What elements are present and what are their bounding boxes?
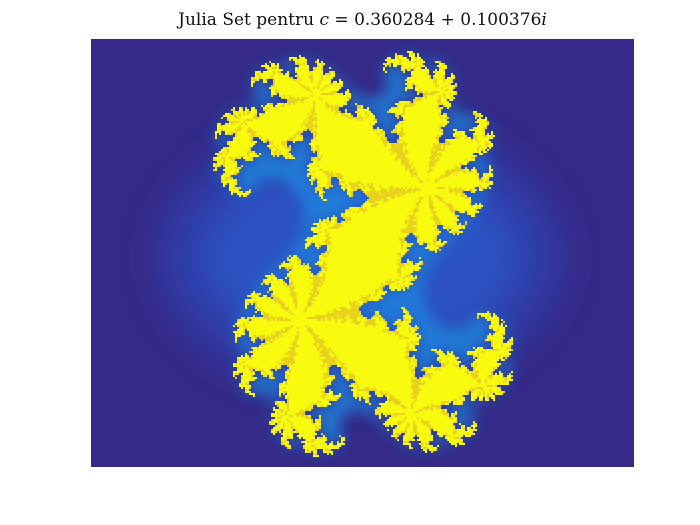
title-prefix: Julia Set pentru: [178, 10, 320, 30]
title-c-symbol: c: [319, 10, 330, 30]
title-real-part: 0.360284: [354, 10, 436, 30]
title-imag-part: 0.100376: [460, 10, 542, 30]
julia-set-image: [91, 39, 634, 467]
fractal-edge-region: [213, 53, 513, 455]
fractal-core-region: [213, 51, 513, 457]
fractal-points: [213, 51, 513, 457]
figure-title: Julia Set pentru c = 0.360284 + 0.100376…: [91, 10, 634, 30]
title-imag-unit: i: [541, 10, 547, 30]
title-plus: +: [435, 10, 461, 30]
fractal-plot-area: [91, 39, 634, 467]
title-equals: =: [329, 10, 355, 30]
